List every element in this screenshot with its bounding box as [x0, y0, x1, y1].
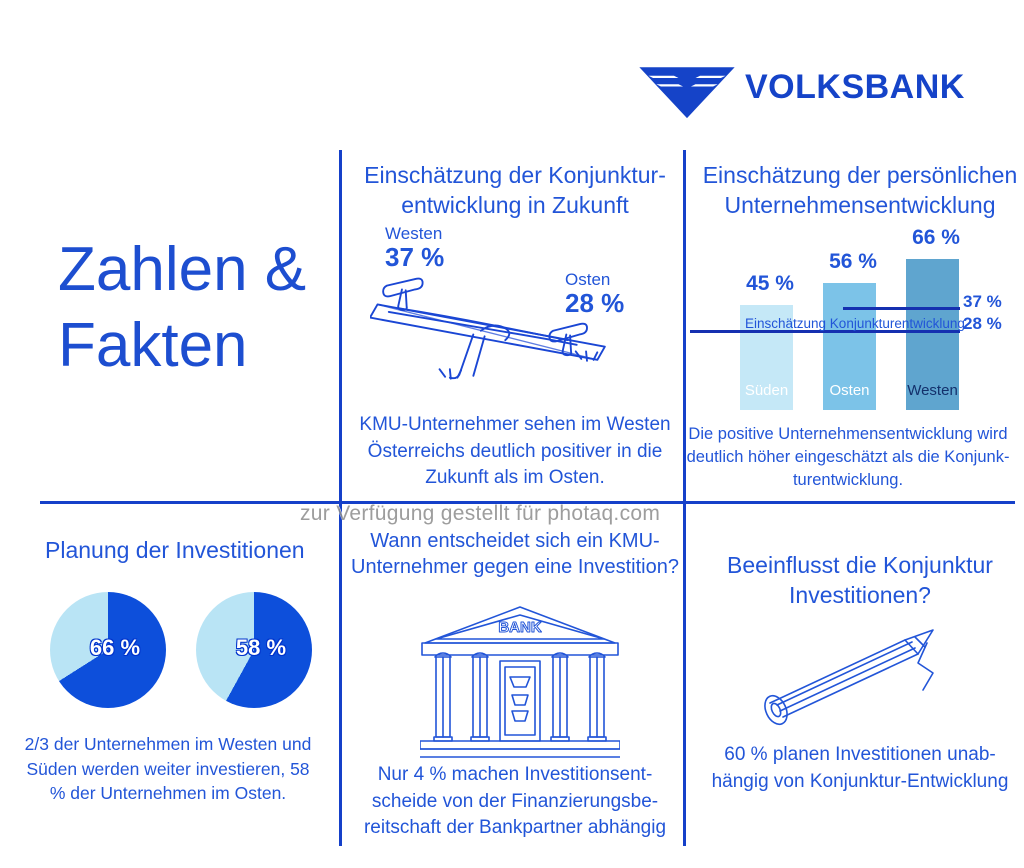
- svg-text:BANK: BANK: [498, 619, 541, 636]
